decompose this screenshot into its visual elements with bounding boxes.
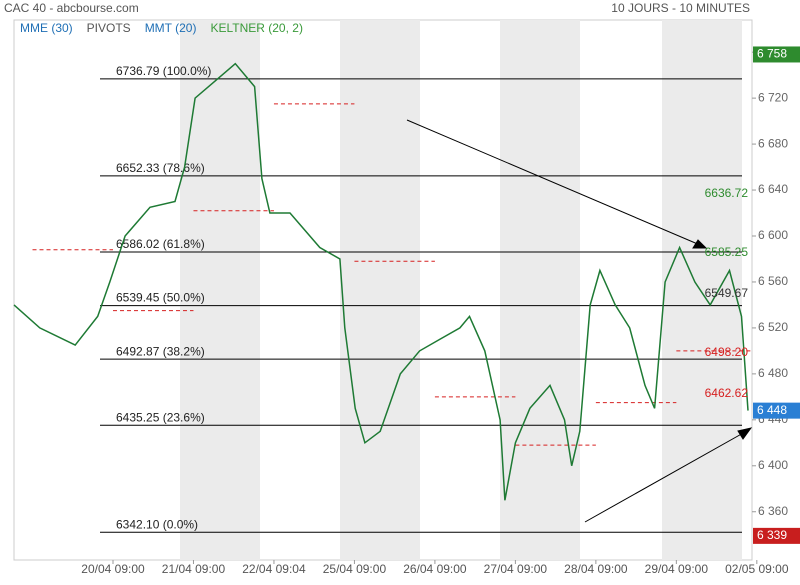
- price-box-label: 6 758: [757, 47, 787, 61]
- fib-label: 6736.79 (100.0%): [116, 64, 211, 78]
- x-tick-label: 27/04 09:00: [484, 562, 548, 576]
- price-box: [753, 46, 800, 63]
- x-tick-label: 20/04 09:00: [81, 562, 145, 576]
- y-tick-label: 6 520: [758, 320, 788, 334]
- x-tick-label: 21/04 09:00: [162, 562, 226, 576]
- price-box-label: 6 448: [757, 403, 787, 417]
- price-label: 6549.67: [705, 286, 749, 300]
- y-tick-label: 6 600: [758, 228, 788, 242]
- legend-entry: MMT (20): [145, 21, 197, 35]
- price-label: 6462.62: [705, 386, 749, 400]
- price-label: 6498.20: [705, 345, 749, 359]
- price-box: [753, 527, 800, 544]
- legend-entry: KELTNER (20, 2): [210, 21, 302, 35]
- price-box-label: 6 339: [757, 528, 787, 542]
- y-tick-label: 6 400: [758, 458, 788, 472]
- x-tick-label: 02/05 09:00: [725, 562, 789, 576]
- y-tick-label: 6 480: [758, 366, 788, 380]
- chart-title: CAC 40 - abcbourse.com: [4, 1, 139, 15]
- price-label: 6636.72: [705, 186, 749, 200]
- trend-arrows: [406, 119, 753, 523]
- fib-label: 6652.33 (78.6%): [116, 161, 205, 175]
- x-tick-label: 29/04 09:00: [645, 562, 709, 576]
- fib-label: 6539.45 (50.0%): [116, 291, 205, 305]
- y-tick-label: 6 640: [758, 182, 788, 196]
- price-box: [753, 402, 800, 419]
- x-tick-label: 28/04 09:00: [564, 562, 628, 576]
- y-tick-label: 6 720: [758, 90, 788, 104]
- chart-subtitle: 10 JOURS - 10 MINUTES: [611, 1, 750, 15]
- price-label: 6585.25: [705, 245, 749, 259]
- x-tick-label: 26/04 09:00: [403, 562, 467, 576]
- x-tick-label: 25/04 09:00: [323, 562, 387, 576]
- y-tick-label: 6 360: [758, 504, 788, 518]
- y-tick-label: 6 680: [758, 136, 788, 150]
- fib-label: 6342.10 (0.0%): [116, 517, 198, 531]
- y-tick-label: 6 560: [758, 274, 788, 288]
- fib-label: 6435.25 (23.6%): [116, 410, 205, 424]
- fib-label: 6492.87 (38.2%): [116, 344, 205, 358]
- legend-entry: PIVOTS: [87, 21, 131, 35]
- price-line: [13, 62, 749, 501]
- fib-label: 6586.02 (61.8%): [116, 237, 205, 251]
- legend-entry: MME (30): [20, 21, 73, 35]
- x-tick-label: 22/04 09:04: [242, 562, 306, 576]
